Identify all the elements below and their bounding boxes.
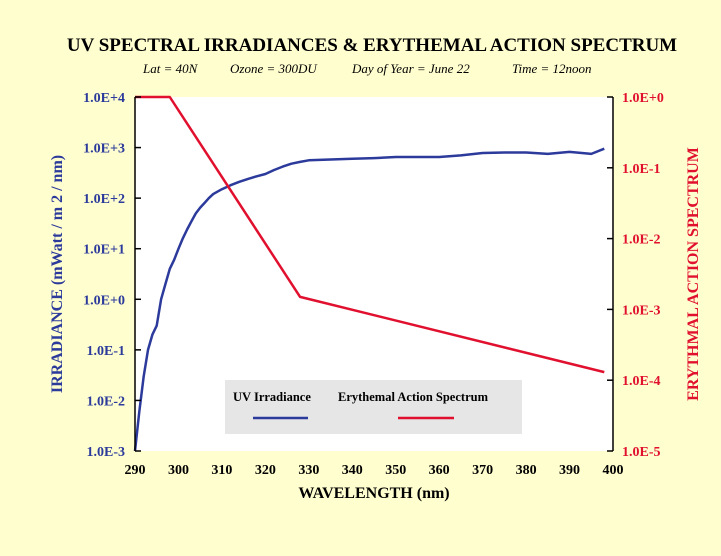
x-ticks: 290 300 310 320 330 340 350 360 370 380 390 400 [125,463,624,478]
y-tick-label-right: 1.0E-2 [622,233,661,248]
x-tick-label: 350 [385,463,406,478]
subtitle-lat: Lat = 40N [142,61,199,76]
x-tick-label: 300 [168,463,189,478]
y-tick-label-left: 1.0E+2 [83,192,125,207]
series-layer [133,95,605,452]
y-tick-label-left: 1.0E+4 [83,91,125,106]
y-tick-label-right: 1.0E-5 [622,445,661,460]
chart-title: UV SPECTRAL IRRADIANCES & ERYTHEMAL ACTI… [67,35,677,56]
legend: UV Irradiance Erythemal Action Spectrum [225,380,522,434]
x-tick-label: 400 [603,463,624,478]
y-tick-label-right: 1.0E-3 [622,303,661,318]
legend-label-erythemal: Erythemal Action Spectrum [338,390,489,404]
y-axis-label-left: IRRADIANCE (mWatt / m 2 / nm) [49,155,66,393]
x-tick-label: 340 [342,463,363,478]
x-tick-label: 310 [211,463,232,478]
y-tick-label-left: 1.0E-1 [87,344,126,359]
series-line-irradiance [133,147,605,452]
y-tick-label-right: 1.0E-4 [622,374,661,389]
subtitle-ozone: Ozone = 300DU [230,61,318,76]
series-line-erythemal [135,95,605,374]
y-tick-label-left: 1.0E+1 [83,243,125,258]
x-tick-label: 320 [255,463,276,478]
legend-box [225,380,522,434]
x-tick-label: 380 [516,463,537,478]
x-tick-label: 330 [298,463,319,478]
y-tick-label-left: 1.0E-3 [87,445,126,460]
y-ticks-right: 1.0E-5 1.0E-4 1.0E-3 1.0E-2 1.0E-1 1.0E+0 [607,91,664,460]
y-ticks-left: 1.0E-3 1.0E-2 1.0E-1 1.0E+0 1.0E+1 1.0E+2 1.0E… [83,91,141,460]
x-tick-label: 360 [429,463,450,478]
y-tick-label-right: 1.0E+0 [622,91,664,106]
subtitle-time: Time = 12noon [512,61,592,76]
legend-label-irradiance: UV Irradiance [233,390,311,404]
y-tick-label-left: 1.0E+0 [83,293,125,308]
y-tick-label-left: 1.0E+3 [83,142,125,157]
x-tick-label: 370 [472,463,493,478]
x-tick-label: 290 [125,463,146,478]
y-axis-label-right: ERYTHMAL ACTION SPECTRUM [685,147,702,401]
x-axis-label: WAVELENGTH (nm) [298,485,449,502]
y-axis-label-left-text: IRRADIANCE (mWatt / m 2 / nm) [49,155,66,393]
y-tick-label-left: 1.0E-2 [87,394,126,409]
y-axis-label-right-text: ERYTHMAL ACTION SPECTRUM [685,147,702,401]
y-tick-label-right: 1.0E-1 [622,162,661,177]
subtitle-day: Day of Year = June 22 [351,61,470,76]
x-tick-label: 390 [559,463,580,478]
